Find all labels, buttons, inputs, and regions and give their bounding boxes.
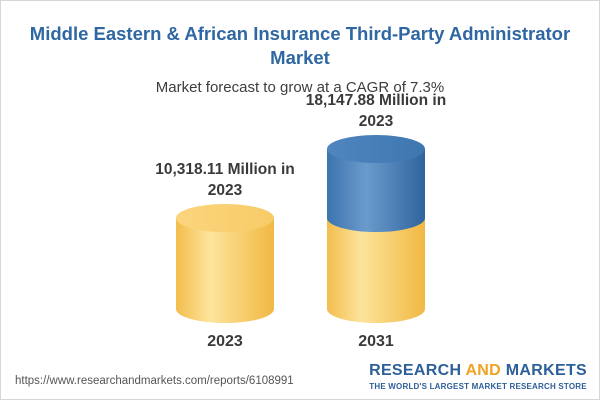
brand-tagline: THE WORLD'S LARGEST MARKET RESEARCH STOR… bbox=[369, 382, 587, 391]
brand-name: RESEARCH AND MARKETS bbox=[369, 362, 587, 379]
chart-subtitle: Market forecast to grow at a CAGR of 7.3… bbox=[155, 79, 445, 96]
bar-2023 bbox=[176, 218, 274, 323]
value-label-2031: 18,147.88 Million in bbox=[306, 92, 446, 109]
value-label-2031: 2023 bbox=[359, 113, 394, 130]
bar-base-segment-2031 bbox=[327, 218, 425, 323]
chart-title: Middle Eastern & African Insurance Third… bbox=[29, 23, 571, 68]
category-label-2023: 2023 bbox=[207, 333, 243, 350]
source-url[interactable]: https://www.researchandmarkets.com/repor… bbox=[15, 375, 294, 387]
value-label-2023: 2023 bbox=[208, 182, 243, 199]
bar-top-2023 bbox=[176, 204, 274, 233]
bar-top-2031 bbox=[327, 135, 425, 163]
value-label-2023: 10,318.11 Million in bbox=[155, 161, 295, 178]
brand-logo: RESEARCH AND MARKETS THE WORLD'S LARGEST… bbox=[369, 362, 587, 391]
bar-growth-segment-2031 bbox=[327, 149, 425, 233]
category-label-2031: 2031 bbox=[358, 333, 394, 350]
